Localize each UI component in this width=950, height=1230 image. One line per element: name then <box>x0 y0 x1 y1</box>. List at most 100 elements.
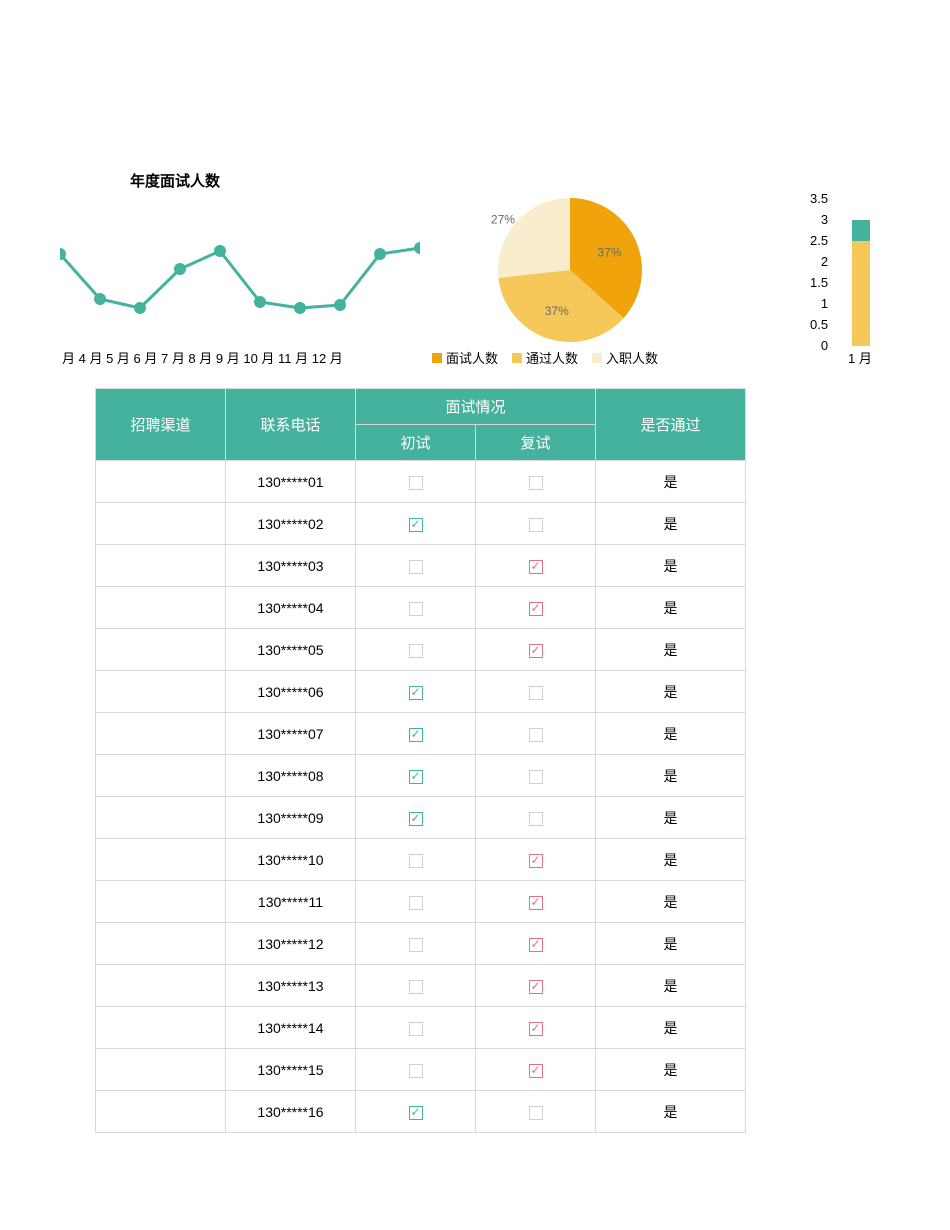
cell-second-checkbox-icon <box>529 644 543 658</box>
cell-first <box>356 923 476 965</box>
cell-second <box>476 713 596 755</box>
cell-first-checkbox-icon <box>409 1064 423 1078</box>
bar-y-tick: 2 <box>810 251 828 272</box>
line-chart-x-labels: 月 4 月 5 月 6 月 7 月 8 月 9 月 10 月 11 月 12 月 <box>62 348 343 367</box>
bar-chart-y-axis: 3.532.521.510.50 <box>810 188 828 356</box>
cell-passed: 是 <box>596 1007 746 1049</box>
cell-second-checkbox-icon <box>529 1064 543 1078</box>
cell-passed: 是 <box>596 1091 746 1133</box>
pie-chart-svg: 37%37%27% <box>440 170 700 370</box>
cell-phone: 130*****02 <box>226 503 356 545</box>
cell-passed: 是 <box>596 797 746 839</box>
cell-second-checkbox-icon <box>529 854 543 868</box>
cell-first <box>356 545 476 587</box>
cell-phone: 130*****14 <box>226 1007 356 1049</box>
cell-second <box>476 671 596 713</box>
cell-second <box>476 503 596 545</box>
cell-second-checkbox-icon <box>529 602 543 616</box>
th-channel: 招聘渠道 <box>96 389 226 461</box>
bar-y-tick: 2.5 <box>810 230 828 251</box>
cell-channel <box>96 797 226 839</box>
cell-first-checkbox-icon <box>409 938 423 952</box>
cell-second <box>476 1091 596 1133</box>
cell-channel <box>96 713 226 755</box>
cell-second <box>476 1049 596 1091</box>
cell-channel <box>96 839 226 881</box>
cell-channel <box>96 923 226 965</box>
cell-channel <box>96 1049 226 1091</box>
legend-label: 面试人数 <box>446 348 498 367</box>
line-chart <box>60 218 420 338</box>
legend-item: 通过人数 <box>512 348 578 367</box>
th-phone: 联系电话 <box>226 389 356 461</box>
table-body: 130*****01是130*****02是130*****03是130****… <box>96 461 746 1133</box>
cell-second <box>476 797 596 839</box>
cell-first <box>356 965 476 1007</box>
cell-passed: 是 <box>596 839 746 881</box>
th-first: 初试 <box>356 425 476 461</box>
cell-passed: 是 <box>596 545 746 587</box>
cell-channel <box>96 671 226 713</box>
table-row: 130*****06是 <box>96 671 746 713</box>
cell-first <box>356 1049 476 1091</box>
cell-second-checkbox-icon <box>529 896 543 910</box>
cell-first-checkbox-icon <box>409 686 423 700</box>
table-row: 130*****16是 <box>96 1091 746 1133</box>
cell-phone: 130*****08 <box>226 755 356 797</box>
cell-phone: 130*****06 <box>226 671 356 713</box>
bar-y-tick: 1 <box>810 293 828 314</box>
th-passed: 是否通过 <box>596 389 746 461</box>
cell-phone: 130*****05 <box>226 629 356 671</box>
cell-first <box>356 503 476 545</box>
cell-second <box>476 545 596 587</box>
cell-second-checkbox-icon <box>529 1022 543 1036</box>
cell-first-checkbox-icon <box>409 770 423 784</box>
cell-first <box>356 629 476 671</box>
cell-first <box>356 1007 476 1049</box>
cell-first <box>356 1091 476 1133</box>
cell-first-checkbox-icon <box>409 518 423 532</box>
cell-first-checkbox-icon <box>409 728 423 742</box>
cell-passed: 是 <box>596 755 746 797</box>
cell-phone: 130*****12 <box>226 923 356 965</box>
pie-chart: 37%37%27% <box>440 170 700 375</box>
legend-item: 面试人数 <box>432 348 498 367</box>
bar-y-tick: 1.5 <box>810 272 828 293</box>
svg-text:37%: 37% <box>597 245 621 259</box>
cell-second-checkbox-icon <box>529 1106 543 1120</box>
cell-phone: 130*****15 <box>226 1049 356 1091</box>
cell-second-checkbox-icon <box>529 560 543 574</box>
cell-first <box>356 587 476 629</box>
table-row: 130*****11是 <box>96 881 746 923</box>
cell-second <box>476 839 596 881</box>
cell-channel <box>96 1091 226 1133</box>
legend-swatch <box>432 353 442 363</box>
cell-first-checkbox-icon <box>409 812 423 826</box>
cell-second <box>476 881 596 923</box>
legend-swatch <box>512 353 522 363</box>
cell-first-checkbox-icon <box>409 1106 423 1120</box>
legend-label: 通过人数 <box>526 348 578 367</box>
cell-channel <box>96 503 226 545</box>
page-canvas: 年度面试人数 月 4 月 5 月 6 月 7 月 8 月 9 月 10 月 11… <box>0 0 950 1230</box>
cell-second <box>476 587 596 629</box>
cell-second-checkbox-icon <box>529 476 543 490</box>
bar-y-tick: 0.5 <box>810 314 828 335</box>
cell-second <box>476 755 596 797</box>
cell-channel <box>96 881 226 923</box>
table-head: 招聘渠道 联系电话 面试情况 是否通过 初试 复试 <box>96 389 746 461</box>
cell-phone: 130*****13 <box>226 965 356 1007</box>
cell-channel <box>96 545 226 587</box>
cell-second-checkbox-icon <box>529 812 543 826</box>
th-second: 复试 <box>476 425 596 461</box>
line-chart-title: 年度面试人数 <box>130 170 220 191</box>
cell-channel <box>96 965 226 1007</box>
line-chart-svg <box>60 218 420 338</box>
table-row: 130*****07是 <box>96 713 746 755</box>
cell-second-checkbox-icon <box>529 728 543 742</box>
bar-chart-x-label: 1 月 <box>848 348 872 367</box>
pie-chart-legend: 面试人数通过人数入职人数 <box>432 348 658 367</box>
table-row: 130*****04是 <box>96 587 746 629</box>
cell-phone: 130*****01 <box>226 461 356 503</box>
legend-swatch <box>592 353 602 363</box>
